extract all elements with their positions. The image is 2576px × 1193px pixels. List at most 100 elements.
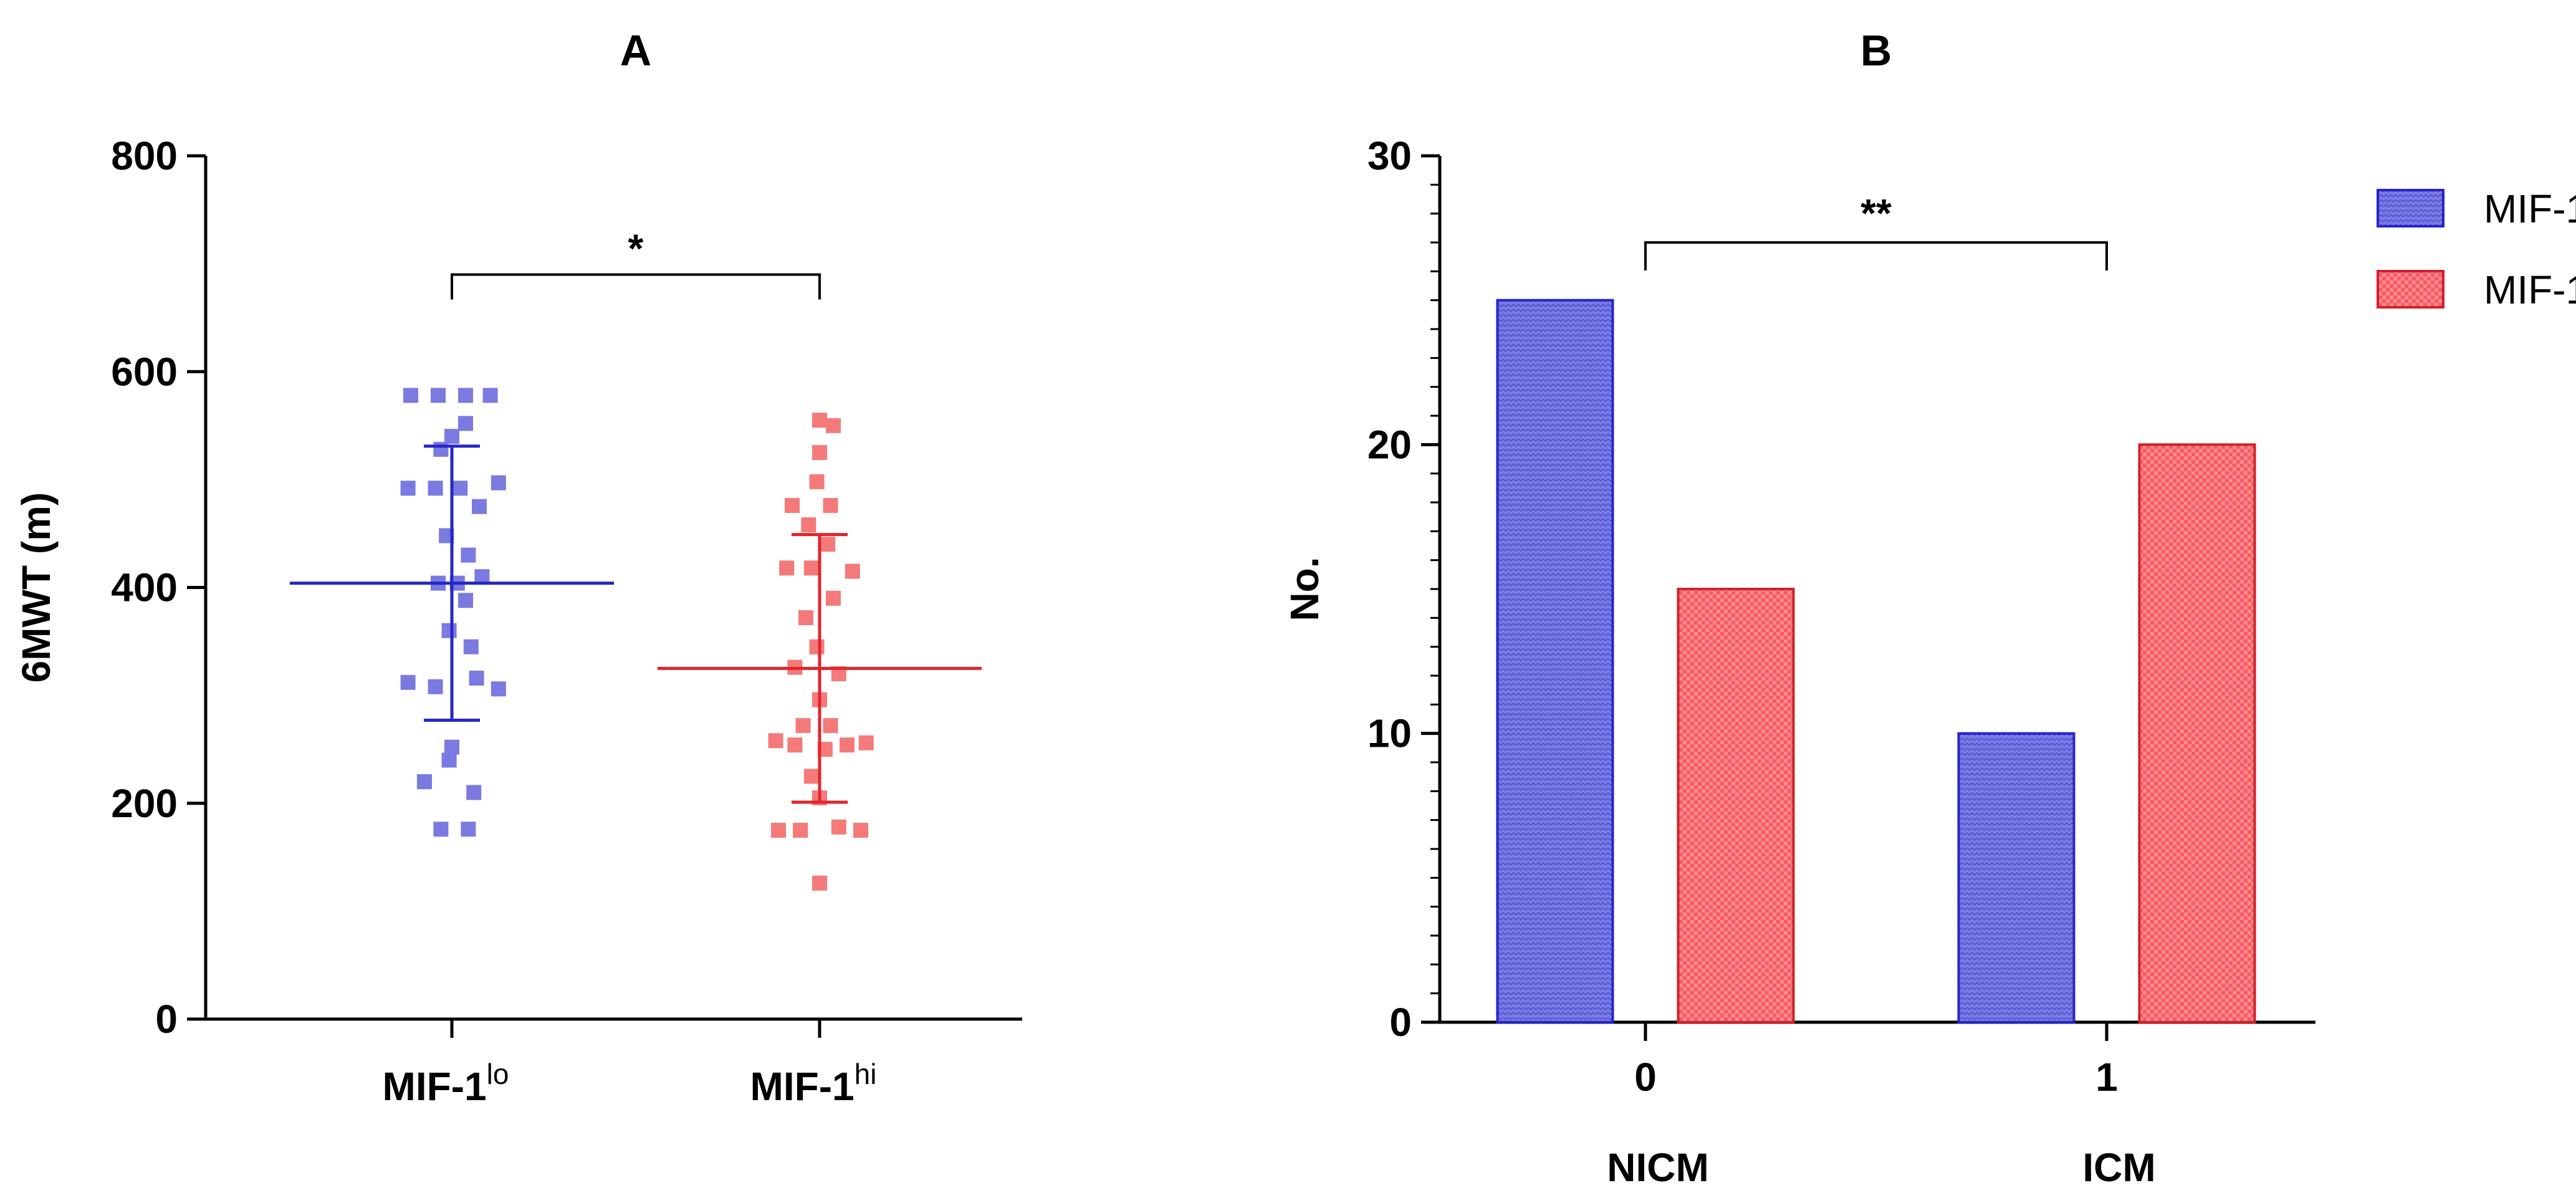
panel-a-y-tick-label: 800 [111,133,178,178]
panel-a-x-tick-label-sup: hi [855,1058,877,1090]
scatter-point [444,429,459,444]
panel-b-y-tick-label: 0 [1389,1000,1412,1045]
scatter-point [820,537,836,552]
panel-a-x-tick-label-base: MIF-1 [383,1064,487,1109]
scatter-point [803,769,819,784]
scatter-point [452,481,468,496]
panel-b-x-tick-label: 1 [2095,1055,2118,1100]
scatter-point [840,737,855,753]
panel-b-x-axis: 0 NICM 1 ICM [1607,1022,2156,1190]
scatter-point [400,481,416,496]
panel-b-legend: MIF-1lo MIF-1hi [2377,180,2576,312]
scatter-point [403,388,418,403]
significance-bracket [1644,241,2108,271]
panel-a-y-tick-label: 200 [111,781,178,826]
panel-a-y-axis: 0 200 400 600 800 [111,133,1022,1042]
scatter-point [809,474,825,489]
scatter-point [458,416,473,431]
scatter-point [463,639,479,654]
bar-MIF-1hi-0 [1677,588,1795,1023]
significance-bracket [451,273,821,300]
panel-a-title: A [620,26,652,75]
panel-b-category-name: ICM [2082,1145,2155,1190]
significance-label: ** [1860,191,1892,236]
panel-b-title: B [1860,26,1892,75]
scatter-point [845,563,860,579]
scatter-point [417,774,432,790]
scatter-point [458,388,473,403]
scatter-point [823,718,838,734]
scatter-point [441,752,457,768]
scatter-point [779,560,795,576]
scatter-point [812,445,827,461]
scatter-point [823,497,838,513]
scatter-point [768,733,783,749]
panel-a-x-axis: MIF-1lo MIF-1hi [383,1019,877,1109]
panel-b-category-name: NICM [1607,1145,1709,1190]
scatter-point [482,388,498,403]
scatter-point [441,623,457,638]
scatter-point [793,823,808,838]
panel-b-bars [1496,299,2256,1024]
panel-a-scatter-points [400,388,874,891]
scatter-point [826,418,841,433]
panel-a-y-tick-label: 0 [155,997,178,1042]
legend-label-MIF-1lo-base: MIF-1 [2484,186,2576,231]
scatter-point [472,499,487,514]
scatter-point [431,388,446,403]
panel-a-mean-sd-bars [290,444,982,804]
panel-a-y-tick-label: 400 [111,565,178,610]
scatter-point [428,481,443,496]
bar-MIF-1lo-1 [1957,732,2076,1023]
scatter-point [831,819,846,835]
bar-MIF-1lo-0 [1496,299,1614,1024]
scatter-point [458,593,473,608]
scatter-point [400,674,416,690]
scatter-point [466,785,482,800]
scatter-point [858,735,874,750]
legend-swatch-MIF-1hi [2377,270,2444,309]
panel-a-x-tick-label: MIF-1lo [383,1058,509,1109]
legend-label-MIF-1hi-base: MIF-1 [2484,267,2576,312]
scatter-point [853,823,868,838]
scatter-point [801,517,816,533]
scatter-point [491,475,506,491]
panel-a-y-tick-label: 600 [111,349,178,394]
scatter-point [444,739,459,755]
scatter-point [785,497,800,513]
legend-swatch-MIF-1lo [2377,189,2444,228]
scatter-point [798,610,813,625]
panel-b-x-tick-label: 0 [1634,1055,1657,1100]
significance-label: * [628,226,644,271]
scatter-point [826,590,841,606]
scatter-point [461,822,476,837]
panel-a-x-tick-label-base: MIF-1 [750,1064,855,1109]
panel-a-x-tick-label: MIF-1hi [750,1058,877,1109]
panel-a-significance: * [451,226,821,300]
panel-b-y-axis-title: No. [1282,557,1327,621]
panel-b-y-tick-label: 10 [1367,711,1412,756]
scatter-point [803,560,819,576]
panel-b-y-tick-label: 20 [1367,422,1412,467]
panel-b-y-tick-label: 30 [1367,133,1412,178]
scatter-point [771,823,786,838]
bar-MIF-1hi-1 [2138,443,2256,1023]
panel-a-x-tick-label-sup: lo [487,1058,509,1090]
scatter-point [812,413,827,428]
scatter-point [809,639,825,654]
scatter-point [433,822,449,837]
panel-b: B 0 10 20 30 No. 0 NICM 1 ICM ** MIF-1lo MIF-1h… [1282,26,2576,1190]
scatter-point [812,875,827,891]
scatter-point [491,681,506,697]
legend-label-MIF-1hi: MIF-1hi [2484,261,2576,312]
scatter-point [428,679,443,694]
legend-label-MIF-1lo: MIF-1lo [2484,180,2576,231]
scatter-point [433,441,449,457]
scatter-point [787,737,803,753]
scatter-point [461,547,476,563]
scatter-point [795,718,811,734]
scatter-point [469,670,484,686]
panel-a-y-axis-title: 6MWT (m) [14,492,59,683]
